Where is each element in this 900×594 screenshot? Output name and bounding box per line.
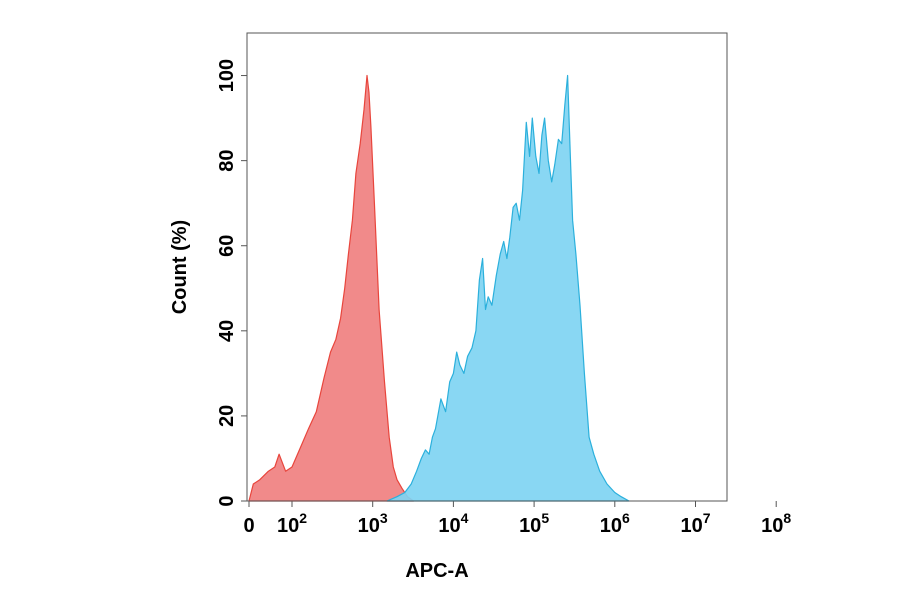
x-tick-base: 10: [438, 515, 460, 537]
x-axis-title: APC-A: [405, 560, 468, 582]
y-tick-label: 0: [216, 495, 238, 506]
y-tick-label: 40: [216, 320, 238, 342]
x-tick-label: 106: [600, 510, 630, 537]
y-tick-label: 100: [216, 59, 238, 92]
plot-frame: [246, 32, 728, 502]
x-tick-label: 104: [438, 510, 468, 537]
x-tick-base: 0: [243, 515, 254, 537]
x-tick-label: 0: [243, 515, 254, 537]
y-axis-title: Count (%): [169, 220, 191, 314]
y-tick-label: 20: [216, 405, 238, 427]
x-tick-label: 105: [519, 510, 549, 537]
x-tick-exponent: 6: [622, 510, 630, 526]
x-tick-label: 103: [358, 510, 388, 537]
x-tick-exponent: 5: [541, 510, 549, 526]
series-layer: [248, 74, 630, 502]
x-tick-label: 102: [277, 510, 307, 537]
x-tick-base: 10: [358, 515, 380, 537]
x-tick-label: 108: [761, 510, 791, 537]
histogram-series-2: [386, 74, 630, 502]
x-tick-exponent: 3: [380, 510, 388, 526]
x-tick-label: 107: [680, 510, 710, 537]
x-axis-ticks: 0 102 103 104 105 106 107 108: [243, 501, 791, 537]
x-tick-base: 10: [277, 515, 299, 537]
y-tick-label: 80: [216, 150, 238, 172]
x-tick-exponent: 8: [783, 510, 791, 526]
x-tick-base: 10: [680, 515, 702, 537]
y-tick-label: 60: [216, 235, 238, 257]
y-axis-ticks: 0 20 40 60 80 100: [216, 59, 247, 507]
x-tick-base: 10: [600, 515, 622, 537]
x-tick-exponent: 4: [461, 510, 469, 526]
x-tick-base: 10: [519, 515, 541, 537]
x-tick-exponent: 2: [299, 510, 307, 526]
x-tick-base: 10: [761, 515, 783, 537]
histogram-series-1: [248, 74, 415, 502]
x-tick-exponent: 7: [703, 510, 711, 526]
